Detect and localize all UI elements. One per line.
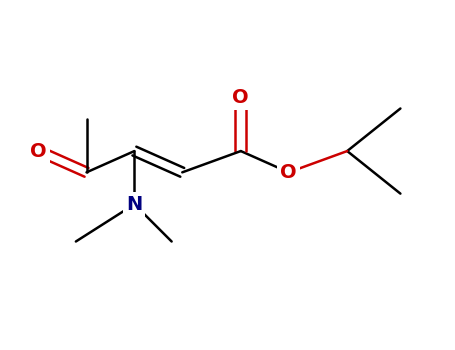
Text: O: O	[280, 163, 297, 182]
Text: N: N	[126, 195, 142, 214]
Text: O: O	[233, 88, 249, 107]
Text: O: O	[30, 141, 47, 161]
